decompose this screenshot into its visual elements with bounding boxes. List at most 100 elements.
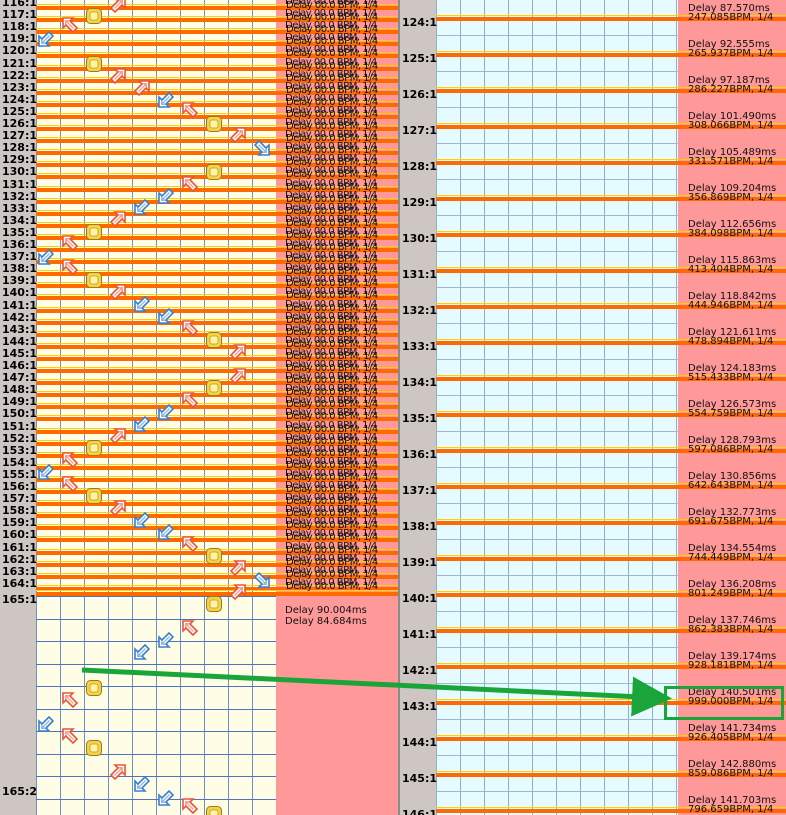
center-square-icon[interactable] bbox=[205, 595, 223, 613]
measure-label: 163:1 bbox=[2, 564, 38, 578]
up-left-arrow-icon[interactable] bbox=[181, 535, 199, 553]
up-right-arrow-icon[interactable] bbox=[229, 367, 247, 385]
overlapping-bpm-label: Delay 00.0 BPM, 1/4 bbox=[285, 334, 377, 346]
delay-label: Delay 92.555ms bbox=[688, 39, 770, 50]
measure-label: 122:1 bbox=[2, 68, 38, 82]
up-right-arrow-icon[interactable] bbox=[229, 559, 247, 577]
up-left-arrow-icon[interactable] bbox=[181, 391, 199, 409]
up-left-arrow-icon[interactable] bbox=[181, 101, 199, 119]
beat-line bbox=[36, 536, 398, 543]
down-left-arrow-icon[interactable] bbox=[157, 631, 175, 649]
up-left-arrow-icon[interactable] bbox=[181, 319, 199, 337]
down-left-arrow-icon[interactable] bbox=[133, 295, 151, 313]
down-right-arrow-icon[interactable] bbox=[253, 571, 271, 589]
up-right-arrow-icon[interactable] bbox=[229, 343, 247, 361]
overlapping-bpm-label: Delay 00.0 BPM, 1/4 bbox=[285, 395, 377, 407]
down-left-arrow-icon[interactable] bbox=[133, 198, 151, 216]
overlapping-bpm-label: Delay 00.0 BPM, 1/4 bbox=[286, 229, 378, 241]
center-square-icon[interactable] bbox=[85, 55, 103, 73]
center-square-icon[interactable] bbox=[85, 487, 103, 505]
overlapping-bpm-label: Delay 00.0 BPM, 1/4 bbox=[286, 338, 378, 350]
up-left-arrow-icon[interactable] bbox=[61, 475, 79, 493]
measure-gutter bbox=[400, 0, 436, 815]
measure-label: 133:1 bbox=[402, 340, 438, 353]
center-square-icon[interactable] bbox=[85, 223, 103, 241]
measure-label: 131:1 bbox=[402, 268, 438, 281]
center-square-icon[interactable] bbox=[205, 547, 223, 565]
beat-line bbox=[36, 463, 398, 470]
down-left-arrow-icon[interactable] bbox=[133, 775, 151, 793]
up-left-arrow-icon[interactable] bbox=[61, 727, 79, 745]
up-right-arrow-icon[interactable] bbox=[133, 79, 151, 97]
down-left-arrow-icon[interactable] bbox=[133, 511, 151, 529]
up-right-arrow-icon[interactable] bbox=[109, 0, 127, 14]
bpm-label: 286.227BPM, 1/4 bbox=[688, 84, 774, 95]
grid-row-line bbox=[36, 686, 276, 687]
down-left-arrow-icon[interactable] bbox=[157, 523, 175, 541]
up-right-arrow-icon[interactable] bbox=[109, 67, 127, 85]
grid-column-line bbox=[532, 0, 533, 815]
up-left-arrow-icon[interactable] bbox=[61, 258, 79, 276]
down-left-arrow-icon[interactable] bbox=[157, 403, 175, 421]
up-right-arrow-icon[interactable] bbox=[109, 210, 127, 228]
beat-line bbox=[436, 267, 786, 273]
overlapping-bpm-label: Delay 00.0 BPM, 1/4 bbox=[286, 205, 378, 217]
beat-line bbox=[36, 584, 398, 591]
down-left-arrow-icon[interactable] bbox=[133, 415, 151, 433]
overlapping-bpm-label: Delay 00.0 BPM, 1/4 bbox=[286, 350, 378, 362]
measure-label: 164:1 bbox=[2, 576, 38, 590]
grid-row-line bbox=[436, 359, 678, 360]
down-left-arrow-icon[interactable] bbox=[37, 30, 55, 48]
up-right-arrow-icon[interactable] bbox=[109, 763, 127, 781]
up-left-arrow-icon[interactable] bbox=[61, 234, 79, 252]
center-square-icon[interactable] bbox=[85, 7, 103, 25]
overlapping-bpm-label: Delay 00.0 BPM, 1/4 bbox=[285, 576, 377, 588]
down-right-arrow-icon[interactable] bbox=[253, 139, 271, 157]
down-left-arrow-icon[interactable] bbox=[157, 789, 175, 807]
measure-label: 129:1 bbox=[402, 196, 438, 209]
up-left-arrow-icon[interactable] bbox=[181, 175, 199, 193]
down-left-arrow-icon[interactable] bbox=[157, 91, 175, 109]
center-square-icon[interactable] bbox=[85, 439, 103, 457]
center-square-icon[interactable] bbox=[85, 679, 103, 697]
grid-column-line bbox=[628, 0, 629, 815]
up-right-arrow-icon[interactable] bbox=[109, 283, 127, 301]
delay-label: Delay 118.842ms bbox=[688, 291, 777, 302]
up-right-arrow-icon[interactable] bbox=[229, 583, 247, 601]
center-square-icon[interactable] bbox=[205, 115, 223, 133]
down-left-arrow-icon[interactable] bbox=[37, 715, 55, 733]
overlapping-bpm-label: Delay 00.0 BPM, 1/4 bbox=[286, 169, 378, 181]
measure-label: 123:1 bbox=[2, 80, 38, 94]
grid-row-line bbox=[36, 753, 276, 755]
measure-label: 136:1 bbox=[2, 238, 38, 251]
up-left-arrow-icon[interactable] bbox=[181, 797, 199, 815]
up-right-arrow-icon[interactable] bbox=[229, 126, 247, 144]
beat-line bbox=[436, 411, 786, 417]
measure-label: 140:1 bbox=[402, 592, 438, 605]
up-left-arrow-icon[interactable] bbox=[61, 16, 79, 34]
grid-column-line bbox=[676, 0, 677, 815]
beat-line bbox=[36, 233, 398, 240]
down-left-arrow-icon[interactable] bbox=[37, 248, 55, 266]
center-square-icon[interactable] bbox=[85, 739, 103, 757]
up-left-arrow-icon[interactable] bbox=[61, 691, 79, 709]
up-right-arrow-icon[interactable] bbox=[109, 499, 127, 517]
up-left-arrow-icon[interactable] bbox=[181, 619, 199, 637]
up-left-arrow-icon[interactable] bbox=[61, 451, 79, 469]
overlapping-bpm-label: Delay 00.0 BPM, 1/4 bbox=[286, 36, 378, 48]
up-right-arrow-icon[interactable] bbox=[109, 427, 127, 445]
measure-label: 165:1 bbox=[2, 593, 38, 606]
center-square-icon[interactable] bbox=[205, 163, 223, 181]
beat-line bbox=[436, 123, 786, 129]
center-square-icon[interactable] bbox=[85, 271, 103, 289]
down-left-arrow-icon[interactable] bbox=[157, 187, 175, 205]
center-square-icon[interactable] bbox=[205, 379, 223, 397]
down-left-arrow-icon[interactable] bbox=[37, 463, 55, 481]
down-left-arrow-icon[interactable] bbox=[133, 643, 151, 661]
down-left-arrow-icon[interactable] bbox=[157, 307, 175, 325]
measure-label: 160:1 bbox=[2, 528, 38, 542]
overlapping-bpm-label: Delay 00.0 BPM, 1/4 bbox=[285, 117, 377, 128]
center-square-icon[interactable] bbox=[205, 331, 223, 349]
center-square-icon[interactable] bbox=[205, 805, 223, 815]
beat-line bbox=[36, 590, 398, 596]
